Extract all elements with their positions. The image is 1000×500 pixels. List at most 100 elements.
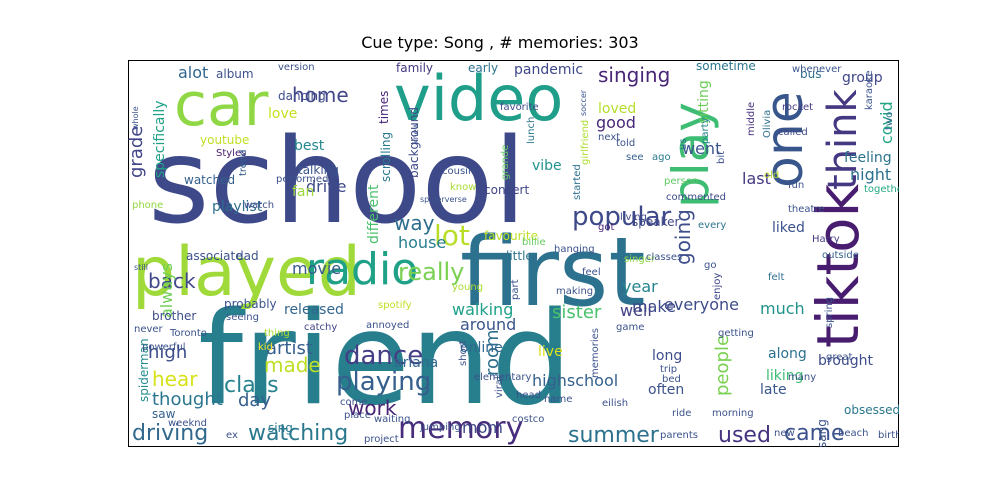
word-thing: thing	[264, 328, 290, 339]
word-liking: liking	[766, 368, 804, 384]
word-around: around	[460, 315, 516, 334]
word-sing: sing	[268, 421, 293, 435]
word-long: long	[652, 348, 682, 364]
word-billie: billie	[522, 237, 546, 248]
word-powerful: powerful	[142, 342, 186, 353]
word-movie: movie	[292, 259, 341, 278]
word-weeknd: weeknd	[168, 418, 207, 429]
word-cousin: cousin	[442, 166, 474, 177]
word-loved: loved	[598, 101, 636, 117]
word-parents: parents	[660, 430, 698, 441]
word-waiting: waiting	[374, 414, 410, 425]
word-catchy: catchy	[304, 322, 337, 333]
word-background: background	[407, 107, 421, 178]
word-next: next	[598, 132, 620, 143]
word-year: year	[622, 277, 658, 296]
word-name: name	[544, 394, 572, 405]
word-place: place	[344, 410, 371, 421]
word-mom: mom	[462, 418, 503, 437]
word-hanging: hanging	[554, 244, 595, 255]
word-party: party	[700, 117, 711, 144]
word-fan: fan	[292, 184, 314, 200]
word-often: often	[648, 382, 684, 398]
word-best: best	[294, 138, 325, 154]
word-annoyed: annoyed	[366, 320, 409, 331]
word-driving: driving	[132, 421, 208, 446]
word-harry: Harry	[812, 234, 840, 245]
word-school: school	[148, 112, 526, 250]
cloud-frame	[128, 60, 899, 447]
word-specifically: specifically	[152, 100, 168, 178]
word-last: last	[742, 169, 771, 188]
word-think: think	[820, 89, 866, 191]
word-friend: friend	[198, 285, 572, 434]
word-talking: talking	[298, 163, 339, 177]
word-pandemic: pandemic	[514, 62, 583, 78]
word-thought: thought	[152, 389, 223, 410]
word-concert: concert	[484, 183, 529, 197]
word-different: different	[366, 184, 382, 244]
word-felt: felt	[768, 272, 784, 283]
word-brought: brought	[818, 353, 874, 369]
word-summer: summer	[568, 423, 660, 447]
word-commented: commented	[666, 192, 726, 203]
word-car: car	[174, 70, 269, 140]
word-fun: fun	[788, 180, 804, 191]
word-spotify: spotify	[378, 300, 412, 311]
word-seeing: seeing	[226, 312, 259, 323]
word-feeling: feeling	[844, 150, 892, 166]
word-probably: probably	[224, 297, 277, 311]
word-living: living	[620, 212, 647, 223]
word-bed: bed	[662, 374, 681, 385]
word-ariana: ariana	[394, 355, 438, 371]
word-karaoke: karaoke	[864, 70, 875, 110]
word-morning: morning	[712, 408, 754, 419]
word-bit: bit	[716, 151, 727, 164]
word-love: love	[268, 106, 297, 122]
word-bus: bus	[800, 67, 821, 81]
word-good: good	[596, 113, 636, 132]
word-jumping: jumping	[419, 422, 461, 433]
word-watching: watching	[248, 421, 348, 446]
word-highschool: highschool	[532, 371, 618, 390]
word-brother: brother	[152, 309, 196, 323]
word-making: making	[556, 286, 593, 297]
word-used: used	[718, 423, 771, 447]
word-head: head	[516, 390, 541, 401]
word-scrolling: scrolling	[379, 132, 393, 182]
word-playing: playing	[336, 367, 431, 397]
word-soccer: soccer	[579, 89, 588, 116]
word-live: live	[538, 344, 563, 360]
word-sang: sang	[815, 419, 829, 447]
word-grade: grade	[128, 126, 147, 178]
word-enjoy: enjoy	[712, 273, 723, 300]
word-ex: ex	[226, 430, 238, 441]
word-styles: Styles	[216, 148, 246, 159]
word-album: album	[216, 67, 254, 81]
word-home: home	[292, 83, 349, 107]
word-part: part	[510, 279, 521, 300]
word-know: know	[450, 182, 476, 193]
word-early: early	[468, 61, 498, 75]
word-whenever: whenever	[792, 64, 842, 75]
word-never: never	[134, 324, 164, 335]
word-lot: lot	[434, 219, 470, 252]
word-toronto: Toronto	[169, 328, 207, 339]
word-got: got	[598, 222, 614, 233]
word-covid: covid	[877, 101, 896, 144]
word-trend: trend	[238, 149, 249, 176]
word-going: going	[671, 209, 695, 265]
chart-title: Cue type: Song , # memories: 303	[361, 33, 639, 52]
word-back: back	[148, 269, 196, 293]
word-knew: knew	[411, 122, 420, 144]
word-short: short	[458, 340, 469, 366]
word-told: told	[616, 138, 635, 149]
word-group: group	[842, 70, 883, 86]
word-sitting: sitting	[696, 80, 712, 124]
word-memories: memories	[590, 328, 601, 378]
word-singer: singer	[624, 254, 656, 265]
word-singing: singing	[598, 63, 670, 87]
word-drive: drive	[306, 177, 347, 196]
